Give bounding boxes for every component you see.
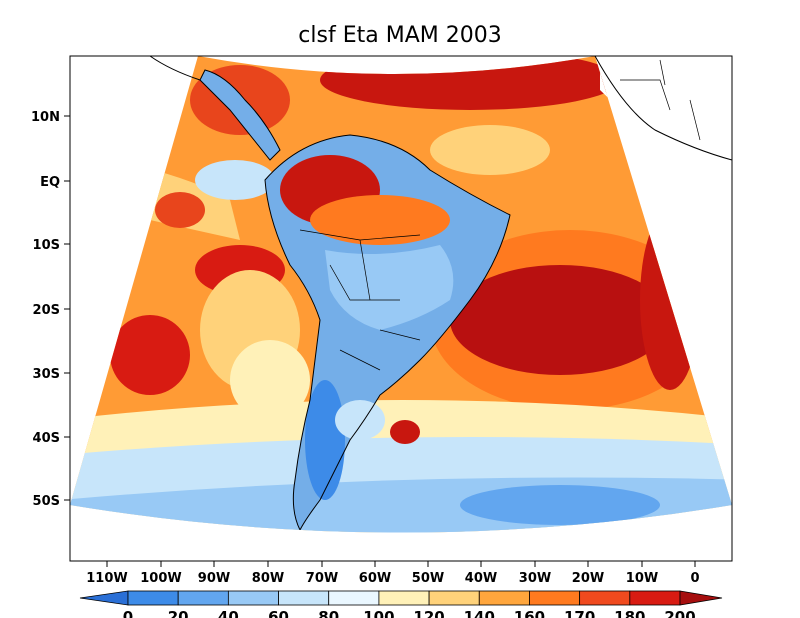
lon-label-50w: 50W — [412, 571, 444, 586]
colorbar-segment — [478, 590, 530, 606]
colorbar-label: 180 — [614, 608, 645, 618]
lon-label-60w: 60W — [359, 571, 391, 586]
lat-label-10s: 10S — [33, 238, 60, 253]
map-title: clsf Eta MAM 2003 — [298, 23, 501, 48]
lon-label-0: 0 — [690, 571, 699, 586]
colorbar-label: 170 — [564, 608, 595, 618]
colorbar-label: 200 — [664, 608, 695, 618]
lon-label-80w: 80W — [252, 571, 284, 586]
colorbar-label: 160 — [514, 608, 545, 618]
africa-outside-coast — [594, 56, 732, 161]
lon-label-20w: 20W — [572, 571, 604, 586]
mexico-coast — [149, 55, 201, 81]
africa-borders — [620, 59, 701, 141]
pacific-cool-tongue — [195, 160, 275, 200]
colorbar: 0 20 40 60 80 100 120 140 160 170 180 200 — [79, 590, 723, 618]
lat-label-20s: 20S — [33, 303, 60, 318]
lon-label-70w: 70W — [306, 571, 338, 586]
country-borders — [299, 229, 421, 371]
colorbar-arrow-low — [79, 590, 129, 606]
colorbar-label: 40 — [218, 608, 239, 618]
colorbar-segment — [629, 590, 681, 606]
lat-axis: 10N EQ 10S 20S 30S 40S 50S — [31, 110, 70, 509]
colorbar-label: 60 — [268, 608, 289, 618]
lon-label-30w: 30W — [519, 571, 551, 586]
pacific-warm-core-3 — [155, 192, 205, 228]
south-blue-patch — [460, 485, 660, 525]
lon-label-10w: 10W — [626, 571, 658, 586]
colorbar-segment — [328, 590, 380, 606]
lat-label-50s: 50S — [33, 494, 60, 509]
colorbar-label: 120 — [413, 608, 444, 618]
lat-label-30s: 30S — [33, 367, 60, 382]
colorbar-segment — [177, 590, 229, 606]
colorbar-segment — [227, 590, 279, 606]
land-light-band — [325, 245, 454, 330]
colorbar-label: 0 — [123, 608, 133, 618]
central-america-coastline — [199, 69, 281, 161]
lat-label-eq: EQ — [40, 175, 60, 190]
colorbar-label: 20 — [168, 608, 189, 618]
lon-label-100w: 100W — [140, 571, 181, 586]
south-atlantic-warm-core — [450, 265, 670, 375]
patagonia-light — [335, 400, 385, 440]
colorbar-label: 140 — [464, 608, 495, 618]
atlantic-yellow-patch — [430, 125, 550, 175]
colorbar-segment — [278, 590, 330, 606]
pacific-warm-core-2 — [110, 315, 190, 395]
lat-label-10n: 10N — [31, 110, 60, 125]
lon-axis: 110W 100W 90W 80W 70W 60W 50W 40W 30W 20… — [86, 561, 700, 586]
south-america-coastline — [264, 134, 511, 532]
pacific-light-patch — [230, 340, 310, 420]
southern-andes-dark-blue — [305, 380, 345, 500]
lat-label-40s: 40S — [33, 431, 60, 446]
colorbar-segment — [428, 590, 480, 606]
colorbar-segment — [579, 590, 631, 606]
colorbar-label: 100 — [363, 608, 394, 618]
central-america-land — [200, 70, 280, 160]
offshore-red-spot — [390, 420, 420, 444]
lon-label-90w: 90W — [198, 571, 230, 586]
colorbar-arrow-high — [679, 590, 723, 606]
colorbar-label: 80 — [318, 608, 339, 618]
colorbar-segment — [378, 590, 430, 606]
colorbar-segment — [127, 590, 179, 606]
lon-label-40w: 40W — [465, 571, 497, 586]
colorbar-segment — [529, 590, 581, 606]
lon-label-110w: 110W — [86, 571, 127, 586]
amazon-warm-halo — [310, 195, 450, 245]
